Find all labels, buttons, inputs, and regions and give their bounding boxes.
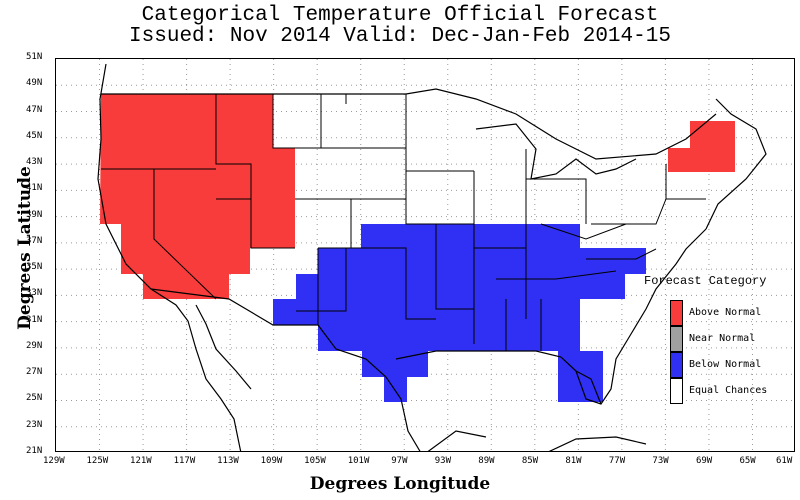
longitude-tick-label: 117W — [173, 456, 196, 466]
legend-item-near-normal: Near Normal — [670, 326, 794, 352]
longitude-tick-label: 89W — [478, 456, 495, 466]
canada-border — [101, 88, 717, 160]
latitude-tick-label: 27N — [26, 367, 43, 378]
west-coast — [97, 63, 242, 451]
coastlines — [97, 63, 767, 451]
legend-label: Equal Chances — [689, 385, 768, 396]
legend: Forecast Category Above Normal Near Norm… — [644, 274, 794, 404]
legend-label: Below Normal — [689, 359, 762, 370]
legend-title: Forecast Category — [644, 274, 767, 288]
latitude-tick-label: 51N — [26, 52, 43, 62]
latitude-tick-label: 29N — [26, 340, 43, 351]
longitude-tick-label: 125W — [86, 456, 109, 466]
longitude-tick-label: 113W — [217, 456, 239, 466]
above-normal-new-england-region — [668, 121, 735, 172]
latitude-tick-label: 31N — [26, 314, 43, 325]
longitude-tick-label: 73W — [652, 456, 669, 466]
latitude-tick-label: 45N — [26, 130, 43, 141]
latitude-tick-label: 33N — [26, 288, 43, 299]
longitude-tick-label: 121W — [130, 456, 152, 466]
longitude-tick-label: 97W — [391, 456, 408, 466]
latitude-tick-label: 25N — [26, 393, 43, 404]
near-normal-swatch — [670, 326, 683, 352]
latitude-tick-label: 37N — [26, 235, 43, 246]
longitude-tick-label: 61W — [776, 456, 793, 466]
map-canvas — [56, 59, 794, 451]
equal-chances-swatch — [670, 378, 683, 404]
gulf-coast — [385, 376, 421, 451]
below-normal-south-region — [273, 224, 646, 402]
legend-item-equal-chances: Equal Chances — [670, 378, 794, 404]
forecast-map — [55, 58, 795, 452]
map-subtitle: Issued: Nov 2014 Valid: Dec-Jan-Feb 2014… — [129, 25, 671, 48]
latitude-tick-label: 23N — [26, 419, 43, 430]
longitude-tick-label: 65W — [739, 456, 756, 466]
legend-item-below-normal: Below Normal — [670, 352, 794, 378]
cuba — [548, 436, 647, 451]
longitude-tick-label: 109W — [260, 456, 283, 466]
east-coast — [705, 98, 767, 230]
above-normal-areas — [100, 94, 735, 299]
legend-label: Near Normal — [689, 333, 756, 344]
latitude-tick-label: 47N — [26, 104, 43, 115]
legend-label: Above Normal — [689, 307, 762, 318]
longitude-tick-label: 69W — [695, 456, 713, 466]
map-title: Categorical Temperature Official Forecas… — [141, 4, 659, 27]
legend-item-above-normal: Above Normal — [670, 300, 794, 326]
longitude-tick-label: 105W — [304, 456, 326, 466]
above-normal-swatch — [670, 300, 683, 326]
longitude-tick-label: 129W — [43, 456, 65, 466]
longitude-tick-label: 77W — [608, 456, 626, 466]
latitude-tick-label: 41N — [26, 183, 43, 194]
x-axis-label: Degrees Longitude — [309, 474, 491, 494]
latitude-tick-label: 21N — [26, 446, 43, 456]
florida — [575, 370, 602, 405]
gulf-coast-north — [395, 228, 707, 405]
latitude-tick-label: 49N — [26, 78, 43, 89]
longitude-tick-label: 85W — [521, 456, 539, 466]
mexico-border — [150, 288, 387, 378]
longitude-tick-label: 81W — [565, 456, 582, 466]
longitude-tick-label: 93W — [434, 456, 452, 466]
latitude-tick-label: 43N — [26, 157, 43, 168]
latitude-tick-label: 39N — [26, 209, 43, 220]
latitude-tick-label: 35N — [26, 262, 43, 273]
above-normal-west-region — [100, 94, 295, 299]
below-normal-areas — [273, 224, 646, 402]
great-lakes — [475, 123, 637, 180]
longitude-tick-label: 101W — [347, 456, 370, 466]
yucatan — [427, 430, 487, 451]
baja-coast — [195, 304, 252, 390]
below-normal-swatch — [670, 352, 683, 378]
